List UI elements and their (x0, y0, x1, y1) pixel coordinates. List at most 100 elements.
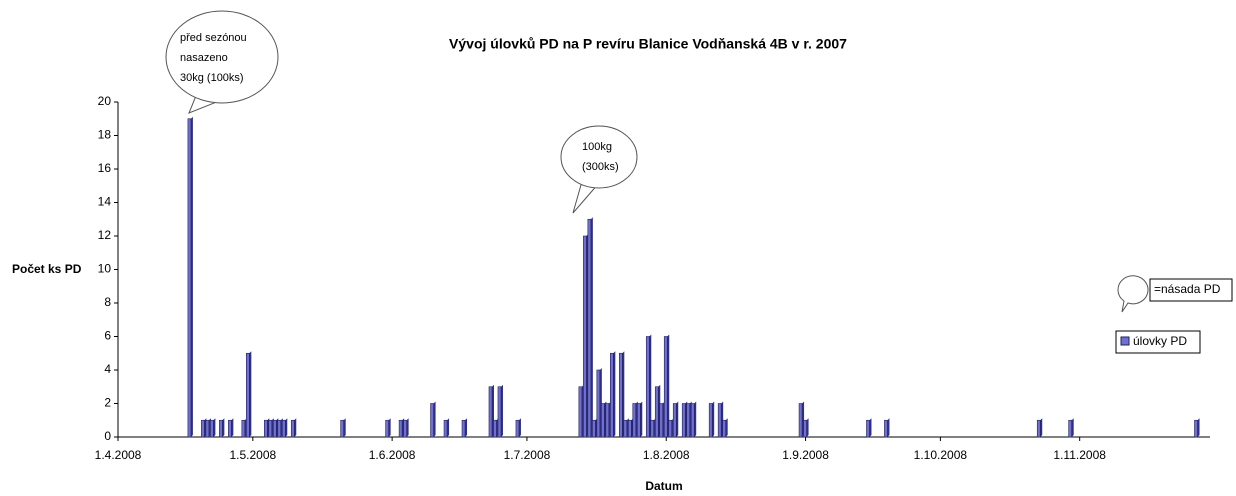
bar-side (190, 116, 193, 437)
x-tick-label: 1.6.2008 (369, 448, 416, 462)
bar (605, 403, 610, 438)
legend-box (1149, 278, 1233, 302)
bar (205, 419, 210, 438)
bar (201, 419, 205, 438)
bar (632, 403, 637, 438)
callout (165, 10, 279, 104)
bar-side (694, 401, 697, 437)
bar (488, 386, 493, 438)
callout-tail-cover (198, 90, 217, 101)
bar (587, 218, 592, 438)
bar (583, 235, 587, 438)
bar (645, 336, 650, 438)
bar (241, 419, 246, 438)
bar-side (622, 351, 625, 437)
bar-side (249, 351, 252, 437)
bar (1036, 419, 1041, 438)
bar-side (1197, 418, 1200, 437)
bar (627, 419, 632, 438)
bar (187, 118, 192, 438)
x-tick-label: 1.4.2008 (95, 448, 142, 462)
legend-label: úlovky PD (1133, 334, 1187, 348)
bar (281, 419, 286, 438)
y-tick-label: 0 (104, 429, 111, 443)
bar (636, 403, 641, 438)
bar (866, 419, 870, 438)
bar (654, 386, 659, 438)
legend-label: =násada PD (1154, 282, 1221, 296)
y-tick-label: 20 (98, 94, 112, 108)
bar (210, 419, 214, 438)
bar-side (294, 418, 297, 437)
bar (1194, 419, 1198, 438)
callout (560, 125, 638, 189)
x-tick-label: 1.5.2008 (229, 448, 276, 462)
chart-title: Vývoj úlovků PD na P revíru Blanice Vodň… (449, 36, 847, 52)
bar (515, 419, 520, 438)
y-tick-label: 2 (104, 396, 111, 410)
bar (659, 403, 664, 438)
annotation: před sezónou (180, 32, 247, 44)
bar (686, 403, 691, 438)
bar-side (285, 418, 288, 437)
bar (619, 352, 623, 438)
bar (228, 419, 232, 438)
bar (798, 403, 803, 438)
callout-tail (188, 93, 217, 114)
bar (578, 386, 583, 438)
y-tick-label: 18 (98, 128, 112, 142)
bar-side (222, 418, 225, 437)
bar (268, 419, 273, 438)
bar-side (343, 418, 346, 437)
legend: úlovky PD (1115, 330, 1201, 354)
annotation: nasazeno (180, 52, 228, 64)
bar (272, 419, 277, 438)
callout-tail-cover (583, 178, 595, 186)
bar-side (649, 334, 652, 437)
bar (663, 336, 668, 438)
bar (592, 419, 596, 438)
bar (601, 403, 605, 438)
annotation: (300ks) (582, 161, 619, 173)
x-tick-label: 1.7.2008 (504, 448, 551, 462)
bar-side (465, 418, 468, 437)
bar (430, 403, 434, 438)
bar-side (388, 418, 391, 437)
bar (219, 419, 223, 438)
bar-side (887, 418, 890, 437)
x-axis-label: Datum (645, 479, 682, 493)
bar (596, 369, 601, 438)
bar (803, 419, 807, 438)
annotation: 100kg (582, 141, 612, 153)
bar (403, 419, 407, 438)
bar-side (869, 418, 872, 437)
annotation-legend: =násada PD (1117, 275, 1233, 313)
legend-swatch (1120, 336, 1130, 346)
y-axis-label: Počet ks PD (12, 262, 82, 276)
x-tick-label: 1.11.2008 (1053, 448, 1106, 462)
bar-side (712, 401, 715, 437)
bar-side (613, 351, 616, 437)
y-tick-label: 12 (98, 228, 112, 242)
y-tick-label: 14 (98, 195, 112, 209)
bar (246, 352, 250, 438)
bar (1068, 419, 1072, 438)
bar (722, 419, 726, 438)
bar (884, 419, 888, 438)
bar-side (590, 217, 593, 437)
bar (623, 419, 628, 438)
x-tick-label: 1.8.2008 (643, 448, 690, 462)
bar-side (640, 401, 643, 437)
bar (672, 403, 677, 438)
bar (263, 419, 268, 438)
bar-side (433, 401, 436, 437)
bar (385, 419, 389, 438)
bar (668, 419, 673, 438)
x-tick-label: 1.10.2008 (914, 448, 968, 462)
bar (610, 352, 614, 438)
bar-side (676, 401, 679, 437)
callout-icon (1117, 275, 1149, 313)
bar-side (667, 334, 670, 437)
bar (493, 419, 497, 438)
